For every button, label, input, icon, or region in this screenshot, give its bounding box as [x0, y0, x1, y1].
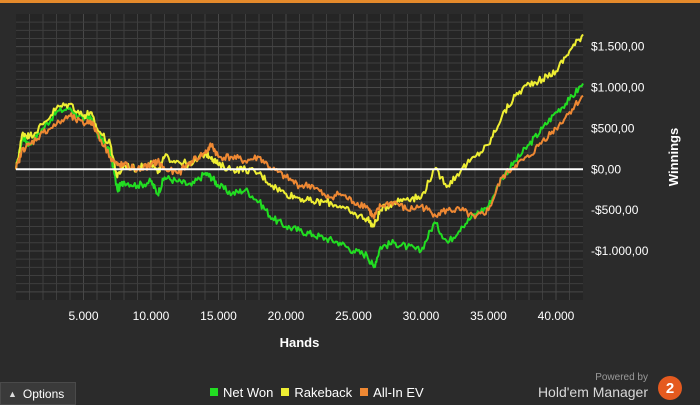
chevron-up-icon: ▲ — [8, 388, 17, 399]
x-axis-title: Hands — [280, 335, 320, 350]
legend-item-rakeback[interactable]: Rakeback — [281, 385, 352, 400]
top-accent-bar — [0, 0, 700, 3]
x-tick-label: 30.000 — [403, 309, 440, 323]
x-tick-label: 10.000 — [133, 309, 170, 323]
x-tick-label: 25.000 — [335, 309, 372, 323]
legend-swatch-rakeback — [281, 388, 290, 396]
y-tick-label: $500,00 — [591, 121, 635, 135]
legend: Net Won Rakeback All-In EV — [210, 382, 424, 402]
legend-swatch-all-in-ev — [360, 388, 369, 396]
x-tick-label: 20.000 — [268, 309, 305, 323]
y-tick-label: $1.500,00 — [591, 40, 645, 54]
legend-item-net-won[interactable]: Net Won — [210, 385, 273, 400]
legend-label-all-in-ev: All-In EV — [373, 384, 424, 400]
y-axis-title: Winnings — [666, 128, 681, 186]
y-tick-label: $0,00 — [591, 162, 621, 176]
x-tick-labels: 5.000 10.000 15.000 20.000 25.000 30.000 35.00… — [68, 309, 574, 323]
y-tick-label: $1.000,00 — [591, 81, 645, 95]
y-tick-labels: $1.500,00 $1.000,00 $500,00 $0,00 -$500,00 -$… — [591, 40, 649, 258]
options-button[interactable]: ▲ Options — [0, 382, 76, 405]
y-tick-label: -$1.000,00 — [591, 244, 649, 258]
x-tick-label: 15.000 — [200, 309, 237, 323]
y-tick-label: -$500,00 — [591, 203, 639, 217]
series-line-rakeback — [15, 33, 584, 228]
legend-label-rakeback: Rakeback — [294, 384, 353, 400]
x-tick-label: 35.000 — [470, 309, 507, 323]
legend-label-net-won: Net Won — [223, 384, 274, 400]
brand-name: Hold'em Manager — [537, 384, 648, 400]
brand-badge: Powered by Hold'em Manager 2 — [516, 370, 686, 404]
legend-swatch-net-won — [210, 388, 218, 396]
powered-by-text: Powered by — [595, 372, 648, 383]
x-tick-label: 40.000 — [538, 309, 575, 323]
brand-logo-icon: 2 — [658, 376, 682, 400]
x-tick-label: 5.000 — [68, 309, 98, 323]
legend-item-all-in-ev[interactable]: All-In EV — [360, 385, 424, 400]
options-label: Options — [22, 386, 65, 401]
